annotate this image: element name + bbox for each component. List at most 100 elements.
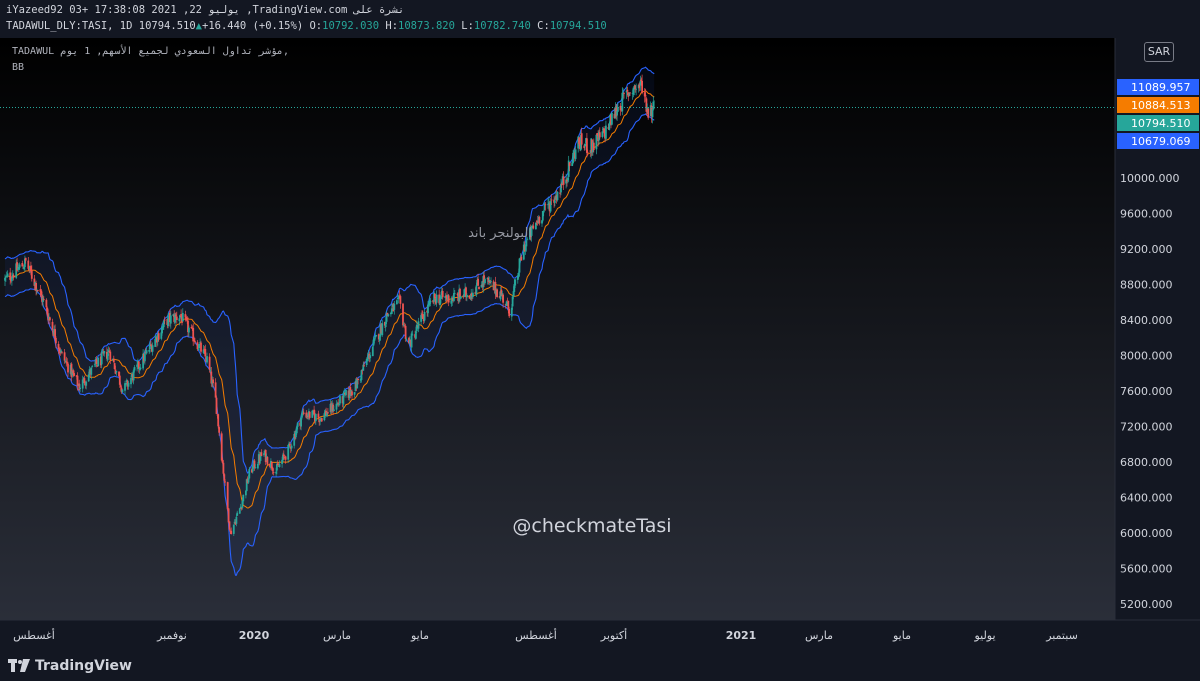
candle-body xyxy=(301,413,303,418)
candle-body xyxy=(381,323,384,335)
candle-body xyxy=(190,327,193,329)
candle-body xyxy=(245,490,247,496)
candle-body xyxy=(396,297,399,299)
candle-body xyxy=(299,422,302,426)
candle-body xyxy=(293,434,296,446)
candle-body xyxy=(634,85,637,90)
candle-body xyxy=(463,289,466,298)
candle-body xyxy=(308,411,311,418)
candle-body xyxy=(4,277,6,281)
candle-body xyxy=(360,370,363,380)
candle-body xyxy=(24,257,27,261)
candle-body xyxy=(296,422,299,427)
candle-body xyxy=(356,379,359,389)
up-arrow-icon: ▲ xyxy=(195,20,202,32)
candle-body xyxy=(70,363,73,377)
candle-body xyxy=(635,88,637,90)
candle-body xyxy=(385,313,388,322)
candle-body xyxy=(181,312,184,322)
candle-body xyxy=(595,134,598,150)
symbol-label[interactable]: TADAWUL_DLY:TASI, 1D xyxy=(6,20,133,32)
candle-body xyxy=(543,203,546,211)
candle-body xyxy=(559,192,561,194)
candle-body xyxy=(276,463,279,466)
candle-body xyxy=(508,308,511,317)
candle-body xyxy=(157,333,160,340)
candle-body xyxy=(283,457,286,458)
candle-body xyxy=(55,337,57,344)
candle-body xyxy=(415,331,417,339)
candle-body xyxy=(66,362,69,364)
candle-body xyxy=(39,289,42,292)
candle-body xyxy=(281,459,283,464)
candle-body xyxy=(453,293,456,295)
tradingview-logo[interactable]: TradingView xyxy=(8,658,132,674)
candle-body xyxy=(290,445,293,449)
candle-body xyxy=(24,258,26,268)
candle-body xyxy=(130,378,132,385)
candle-body xyxy=(353,392,356,395)
candle-body xyxy=(53,329,56,336)
candle-body xyxy=(241,500,244,508)
candle-body xyxy=(560,183,562,193)
candle-body xyxy=(270,462,273,469)
candle-body xyxy=(6,273,9,277)
currency-button[interactable]: SAR xyxy=(1144,42,1174,62)
candle-body xyxy=(337,403,340,405)
brand-name: TradingView xyxy=(35,658,132,674)
candle-body xyxy=(232,524,235,534)
candle-body xyxy=(480,285,483,288)
candle-body xyxy=(282,454,284,461)
candle-body xyxy=(621,92,624,112)
price-tag xyxy=(1117,133,1199,149)
candle-body xyxy=(275,471,277,474)
candle-body xyxy=(560,183,563,186)
candle-body xyxy=(247,478,250,483)
x-tick-label: مارس xyxy=(323,629,351,642)
candle-body xyxy=(573,151,575,153)
candle-body xyxy=(470,293,473,299)
candle-body xyxy=(204,349,207,357)
candle-body xyxy=(526,239,529,241)
candle-body xyxy=(387,314,390,316)
price-chart[interactable]: 5200.000 5600.000 6000.000 6400.000 6800.000… xyxy=(0,38,1200,652)
candle-body xyxy=(257,463,259,469)
candle-body xyxy=(169,315,172,324)
candle-body xyxy=(93,364,96,366)
candle-body xyxy=(42,297,44,302)
candle-body xyxy=(375,335,378,337)
candle-body xyxy=(78,383,81,391)
candle-body xyxy=(532,225,535,229)
time-axis-background xyxy=(0,620,1200,652)
candle-body xyxy=(263,453,265,456)
candle-body xyxy=(282,454,285,457)
candle-body xyxy=(568,162,571,166)
candle-body xyxy=(163,319,166,321)
candle-body xyxy=(97,358,100,367)
candle-body xyxy=(194,340,196,343)
candle-body xyxy=(333,409,335,411)
candle-body xyxy=(548,204,551,212)
candle-body xyxy=(411,334,414,336)
candle-body xyxy=(23,267,25,269)
candle-body xyxy=(628,93,631,96)
candle-body xyxy=(30,266,32,272)
candle-body xyxy=(428,302,430,306)
candle-body xyxy=(572,153,574,163)
candle-body xyxy=(314,414,317,422)
candle-body xyxy=(284,456,287,460)
candle-body xyxy=(472,292,474,297)
candle-body xyxy=(438,294,441,304)
y-tick-label: 6400.000 xyxy=(1120,492,1173,505)
candle-body xyxy=(598,132,601,138)
bb-annotation: البولنجر باند xyxy=(468,226,532,241)
candle-body xyxy=(332,404,334,412)
candle-body xyxy=(550,199,553,201)
candle-body xyxy=(580,133,583,145)
candle-body xyxy=(586,138,588,153)
legend-indicator[interactable]: BB xyxy=(12,62,24,73)
candle-body xyxy=(91,366,94,367)
candle-body xyxy=(132,370,135,381)
candle-body xyxy=(622,94,624,96)
high-value: 10873.820 xyxy=(398,20,455,32)
